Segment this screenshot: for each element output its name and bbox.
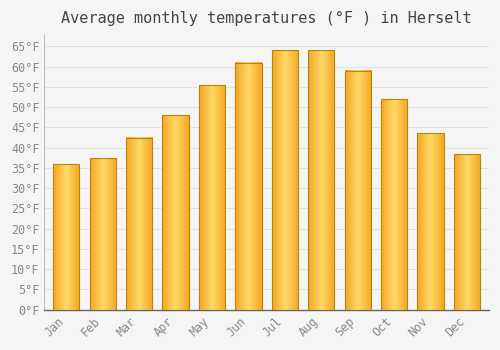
Bar [454, 154, 480, 310]
Title: Average monthly temperatures (°F ) in Herselt: Average monthly temperatures (°F ) in He… [62, 11, 472, 26]
Bar [381, 99, 407, 310]
Bar [418, 133, 444, 310]
Bar [126, 138, 152, 310]
Bar [236, 63, 262, 310]
Bar [199, 85, 225, 310]
Bar [162, 115, 188, 310]
Bar [344, 71, 371, 310]
Bar [53, 164, 80, 310]
Bar [272, 50, 298, 310]
Bar [90, 158, 116, 310]
Bar [308, 50, 334, 310]
